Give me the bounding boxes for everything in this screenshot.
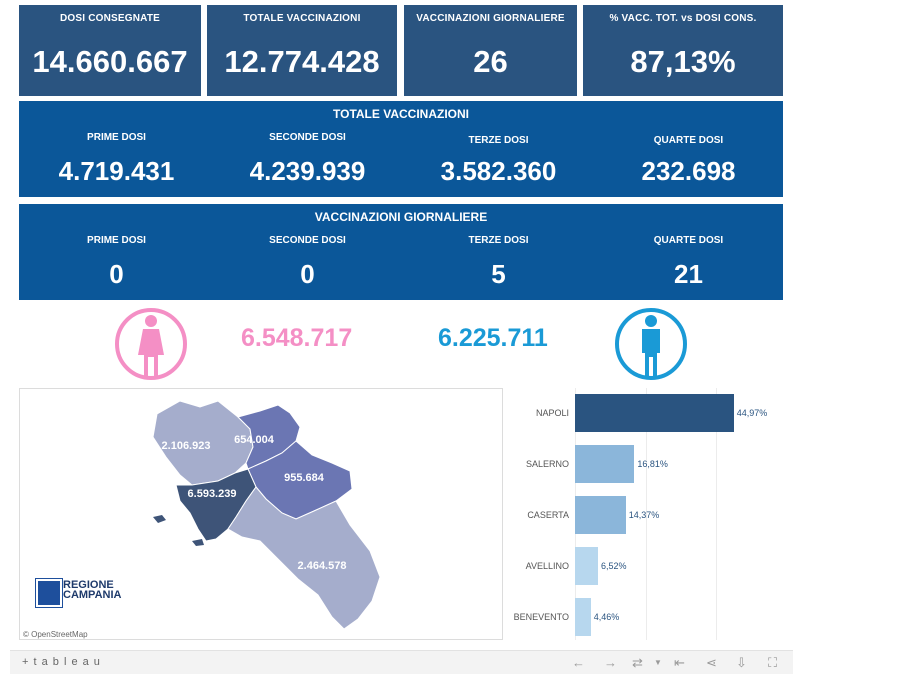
chevron-down-icon[interactable]: ▼ — [654, 658, 662, 667]
fullscreen-icon[interactable]: ⛶ — [768, 655, 778, 670]
bar-value-label: 14,37% — [628, 510, 660, 520]
kpi-value: 12.774.428 — [224, 44, 380, 79]
terze-dosi-col: TERZE DOSI 5 — [403, 235, 594, 290]
map-svg: 2.106.923 654.004 955.684 6.593.239 2.46… — [152, 400, 381, 630]
female-icon — [115, 308, 187, 380]
female-total: 6.548.717 — [241, 324, 353, 352]
reset-icon[interactable]: ⇤ — [674, 655, 685, 670]
col-label: QUARTE DOSI — [653, 135, 724, 146]
col-label: TERZE DOSI — [468, 135, 529, 146]
col-label: PRIME DOSI — [87, 132, 146, 143]
vaccinazioni-giornaliere-panel: VACCINAZIONI GIORNALIERE PRIME DOSI 0 SE… — [19, 204, 783, 300]
col-value: 4.719.431 — [58, 156, 175, 186]
kpi-vaccinazioni-giornaliere: VACCINAZIONI GIORNALIERE 26 — [404, 5, 577, 96]
gridline — [716, 388, 718, 640]
island-capri — [192, 539, 204, 546]
quarte-dosi-col: QUARTE DOSI 21 — [593, 235, 784, 290]
share-icon[interactable]: ⋖ — [706, 655, 717, 670]
kpi-value: 87,13% — [630, 44, 736, 79]
kpi-label: DOSI CONSEGNATE — [59, 13, 161, 24]
bar-category-label: NAPOLI — [535, 408, 569, 418]
bar-category-label: AVELLINO — [525, 561, 569, 571]
kpi-label: VACCINAZIONI GIORNALIERE — [416, 13, 565, 24]
bar-benevento[interactable] — [575, 598, 591, 636]
bar-value-label: 16,81% — [637, 459, 668, 469]
col-label: SECONDE DOSI — [269, 132, 346, 143]
kpi-value: 26 — [473, 44, 508, 79]
bar-category-label: SALERNO — [525, 459, 569, 469]
col-value: 21 — [674, 259, 703, 289]
bar-avellino[interactable] — [575, 547, 598, 585]
tableau-logo[interactable]: + t a b l e a u — [22, 656, 101, 668]
totale-vaccinazioni-panel: TOTALE VACCINAZIONI PRIME DOSI 4.719.431… — [19, 101, 783, 197]
col-value: 232.698 — [641, 156, 736, 186]
campania-map[interactable]: 2.106.923 654.004 955.684 6.593.239 2.46… — [19, 388, 503, 640]
col-value: 4.239.939 — [249, 156, 366, 186]
province-salerno — [227, 486, 381, 630]
prime-dosi-col: PRIME DOSI 0 — [21, 235, 212, 290]
map-label-benevento: 654.004 — [234, 434, 275, 446]
col-label: TERZE DOSI — [468, 235, 529, 246]
col-label: PRIME DOSI — [87, 235, 146, 246]
bar-category-label: BENEVENTO — [513, 612, 569, 622]
quarte-dosi-col: QUARTE DOSI 232.698 — [593, 135, 784, 187]
bar-value-label: 6,52% — [601, 561, 627, 571]
map-label-napoli: 6.593.239 — [188, 488, 237, 500]
panel-title: VACCINAZIONI GIORNALIERE — [314, 210, 488, 224]
download-icon[interactable]: ⇩ — [736, 655, 747, 670]
col-label: QUARTE DOSI — [653, 235, 724, 246]
col-value: 3.582.360 — [440, 156, 557, 186]
male-icon — [615, 308, 687, 380]
kpi-label: % VACC. TOT. vs DOSI CONS. — [609, 13, 757, 24]
col-value: 5 — [491, 259, 506, 289]
kpi-totale-vaccinazioni: TOTALE VACCINAZIONI 12.774.428 — [207, 5, 397, 96]
island-ischia — [153, 515, 166, 523]
map-label-caserta: 2.106.923 — [162, 440, 211, 452]
seconde-dosi-col: SECONDE DOSI 0 — [212, 235, 403, 290]
logo-line2: CAMPANIA — [63, 589, 122, 601]
logo-line1: REGIONE — [63, 579, 114, 591]
col-value: 0 — [300, 259, 315, 289]
map-attribution[interactable]: © OpenStreetMap — [23, 630, 88, 639]
kpi-percent-vacc: % VACC. TOT. vs DOSI CONS. 87,13% — [583, 5, 783, 96]
bar-value-label: 4,46% — [593, 612, 620, 622]
tableau-toolbar: + t a b l e a u ← → ⇄ ▼ ⇤ ⋖ ⇩ ⛶ — [10, 650, 793, 674]
bar-napoli[interactable] — [575, 394, 734, 432]
undo-icon[interactable]: ← — [572, 655, 585, 670]
bar-caserta[interactable] — [575, 496, 626, 534]
redo-icon[interactable]: → — [604, 655, 617, 670]
revert-icon[interactable]: ⇄ — [632, 655, 643, 670]
bar-category-label: CASERTA — [527, 510, 569, 520]
kpi-value: 14.660.667 — [32, 44, 188, 79]
logo-emblem-icon — [35, 578, 63, 608]
bar-value-label: 44,97% — [736, 408, 768, 418]
panel-title: TOTALE VACCINAZIONI — [333, 107, 469, 121]
kpi-dosi-consegnate: DOSI CONSEGNATE 14.660.667 — [19, 5, 201, 96]
male-total: 6.225.711 — [438, 324, 548, 352]
seconde-dosi-col: SECONDE DOSI 4.239.939 — [212, 132, 403, 187]
col-value: 0 — [109, 259, 124, 289]
col-label: SECONDE DOSI — [269, 235, 346, 246]
kpi-label: TOTALE VACCINAZIONI — [243, 13, 361, 24]
bar-salerno[interactable] — [575, 445, 635, 483]
map-label-avellino: 955.684 — [284, 472, 325, 484]
prime-dosi-col: PRIME DOSI 4.719.431 — [21, 132, 212, 187]
terze-dosi-col: TERZE DOSI 3.582.360 — [403, 135, 594, 187]
province-bar-chart: NAPOLI 44,97% SALERNO 16,81% CASERTA 14,37% AV… — [505, 388, 785, 640]
gridline — [645, 388, 647, 640]
map-label-salerno: 2.464.578 — [298, 560, 347, 572]
